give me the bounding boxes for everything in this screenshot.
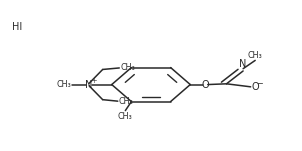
Text: N: N <box>85 80 93 90</box>
Text: −: − <box>256 80 263 89</box>
Text: CH₃: CH₃ <box>120 63 135 72</box>
Text: +: + <box>92 78 97 84</box>
Text: CH₃: CH₃ <box>118 112 133 121</box>
Text: CH₃: CH₃ <box>248 51 262 60</box>
Text: O: O <box>201 80 209 90</box>
Text: CH₃: CH₃ <box>119 97 133 106</box>
Text: O: O <box>252 82 259 92</box>
Text: HI: HI <box>12 22 22 32</box>
Text: N: N <box>239 59 247 69</box>
Text: CH₃: CH₃ <box>56 80 71 89</box>
